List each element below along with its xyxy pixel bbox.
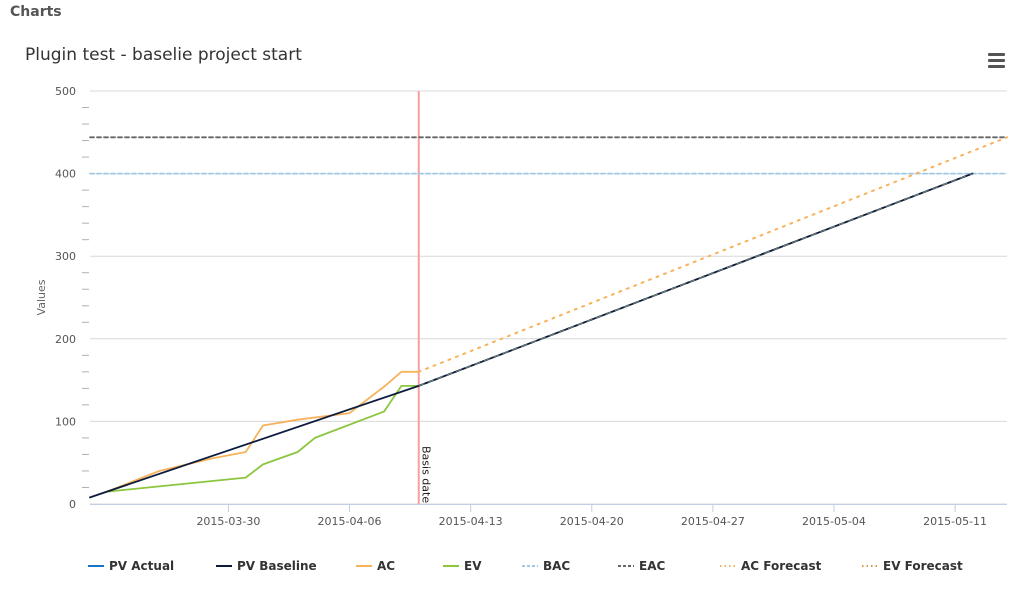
hamburger-menu-icon[interactable] [983,50,1009,72]
legend-label: EAC [639,559,666,573]
legend-item-ac-forecast[interactable]: AC Forecast [720,557,821,575]
legend-symbol [862,565,878,567]
series-ev [106,384,420,493]
legend-symbol [88,565,104,567]
series-pv-baseline [89,172,974,499]
legend-label: AC [377,559,396,573]
x-tick-label: 2015-04-20 [560,515,624,528]
legend-symbol [720,565,736,567]
y-axis-title: Values [35,279,48,315]
series-ac [106,370,420,493]
legend-symbol [216,565,232,567]
y-tick-label: 300 [55,250,76,263]
x-tick-label: 2015-04-06 [318,515,382,528]
y-tick-label: 200 [55,333,76,346]
legend-item-pv-baseline[interactable]: PV Baseline [216,557,317,575]
y-tick-label: 500 [55,85,76,98]
x-tick-label: 2015-03-30 [196,515,260,528]
page-header: Charts [10,4,62,20]
y-tick-label: 400 [55,168,76,181]
legend-item-ev-forecast[interactable]: EV Forecast [862,557,963,575]
series-pv-baseline-forecast [418,173,973,387]
series-ac-forecast [417,136,1008,373]
legend-item-pv-actual[interactable]: PV Actual [88,557,174,575]
legend-label: PV Actual [109,559,175,573]
legend-symbol [522,565,538,567]
x-tick-label: 2015-05-11 [923,515,987,528]
x-tick-label: 2015-05-04 [802,515,866,528]
legend-item-bac[interactable]: BAC [522,557,570,575]
legend-symbol [443,565,459,567]
legend-symbol [356,565,372,567]
x-tick-label: 2015-04-13 [439,515,503,528]
legend-label: AC Forecast [741,559,822,573]
basis-date-label: Basis date [420,446,433,503]
y-tick-label: 100 [55,415,76,428]
legend-label: EV [464,559,482,573]
chart-legend: PV Actual PV Baseline AC EV BAC EAC AC Forecas… [88,557,988,575]
legend-label: PV Baseline [237,559,317,573]
legend-label: EV Forecast [883,559,963,573]
legend-item-ac[interactable]: AC [356,557,395,575]
y-tick-label: 0 [69,498,76,511]
x-tick-label: 2015-04-27 [681,515,745,528]
legend-item-eac[interactable]: EAC [618,557,665,575]
legend-item-ev[interactable]: EV [443,557,481,575]
chart-title: Plugin test - baselie project start [25,45,302,65]
chart-plot: 0 100 200 300 400 500 Values 2015-03-30 2015-04-… [35,85,1008,528]
chart-card: Plugin test - baselie project start 0 100… [0,28,1034,596]
legend-symbol [618,565,634,567]
legend-label: BAC [543,559,571,573]
